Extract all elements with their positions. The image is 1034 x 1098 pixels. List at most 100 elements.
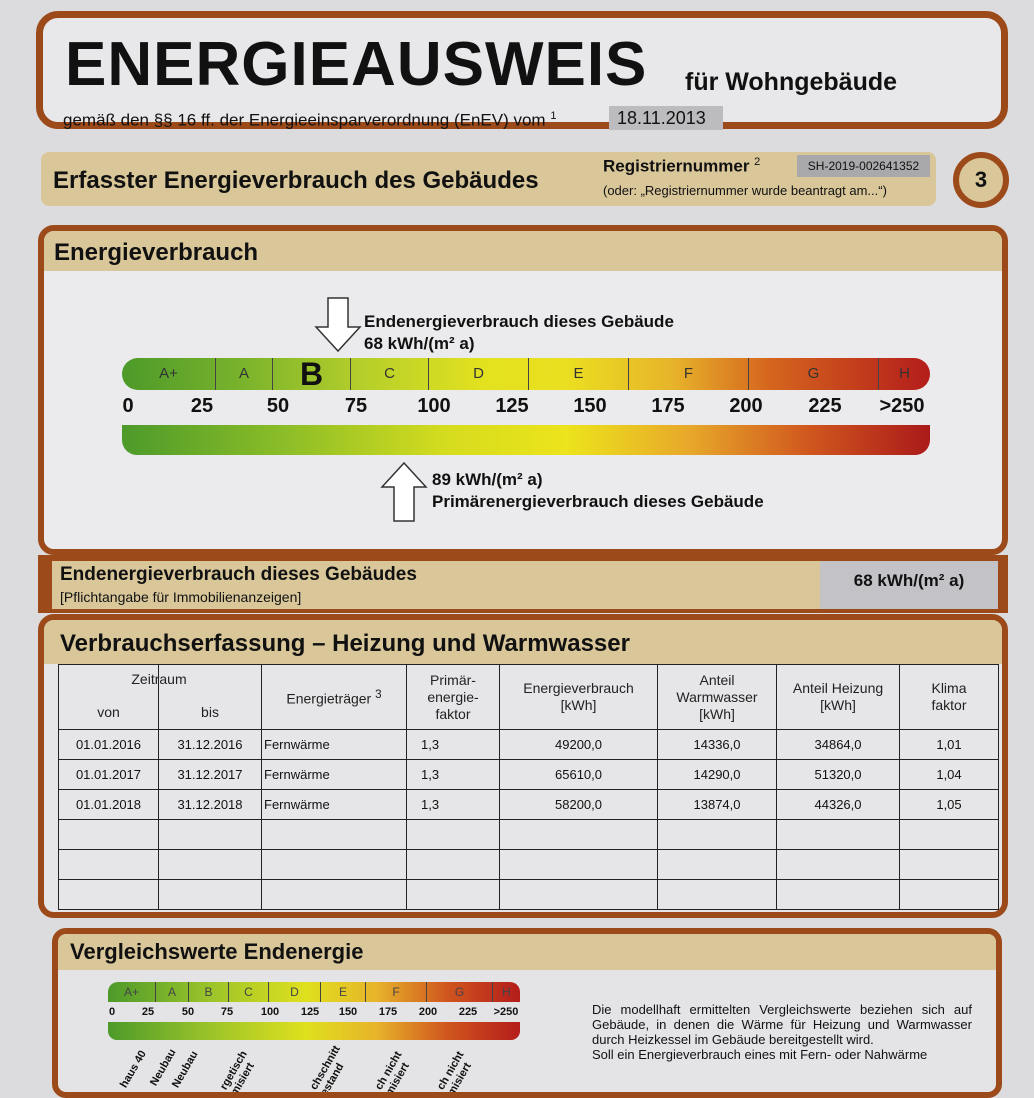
- class-e: E: [320, 982, 365, 1002]
- footnote-marker: 2: [754, 156, 761, 168]
- registration-number-field: SH-2019-002641352: [797, 155, 930, 177]
- table-row-empty: [58, 879, 999, 910]
- panel-title: Verbrauchserfassung – Heizung und Warmwa…: [60, 630, 630, 657]
- class-h: H: [492, 982, 520, 1002]
- footnote-marker: 3: [375, 688, 382, 702]
- col-bis-label: bis: [201, 703, 219, 720]
- cell-faktor: 1,3: [406, 789, 500, 820]
- table-row: 01.01.2018 31.12.2018 Fernwärme 1,3 5820…: [58, 789, 999, 820]
- cell-bis: 31.12.2016: [158, 729, 262, 760]
- cell-von: 01.01.2018: [58, 789, 159, 820]
- reference-label: haus 40: [118, 1048, 149, 1090]
- registration-hint: (oder: „Registriernummer wurde beantragt…: [603, 183, 887, 198]
- tick: 225: [808, 395, 842, 417]
- panel-header: Verbrauchserfassung – Heizung und Warmwa…: [44, 620, 1002, 664]
- comparison-explanation: Die modellhaft ermittelten Vergleichswer…: [592, 1002, 972, 1062]
- cell-von: 01.01.2016: [58, 729, 159, 760]
- energy-consumption-panel: Energieverbrauch Endenergieverbrauch die…: [38, 225, 1008, 555]
- col-von: Zeitraum von: [58, 664, 187, 730]
- col-primaerenergiefaktor: Primär-energie-faktor: [406, 664, 500, 730]
- comparison-values-panel: Vergleichswerte Endenergie A+ A B C D E …: [52, 928, 1002, 1098]
- page-number-badge: 3: [953, 152, 1009, 208]
- tick: 25: [141, 1006, 155, 1018]
- tick: 150: [573, 395, 607, 417]
- tick: 50: [181, 1006, 195, 1018]
- energy-gradient-bar: [122, 425, 930, 455]
- section-header: Erfasster Energieverbrauch des Gebäudes …: [41, 152, 936, 206]
- tick: 225: [458, 1006, 478, 1018]
- document-title: ENERGIEAUSWEIS: [65, 30, 648, 99]
- class-a: A: [155, 982, 188, 1002]
- panel-title: Energieverbrauch: [54, 239, 259, 266]
- section-title: Erfasster Energieverbrauch des Gebäudes: [53, 167, 539, 194]
- class-b: B: [188, 982, 228, 1002]
- table-row: 01.01.2016 31.12.2016 Fernwärme 1,3 4920…: [58, 729, 999, 760]
- legal-basis: gemäß den §§ 16 ff. der Energieeinsparve…: [63, 110, 556, 131]
- class-c: C: [350, 358, 428, 390]
- explanation-paragraph: Die modellhaft ermittelten Vergleichswer…: [592, 1002, 972, 1047]
- tick: 175: [378, 1006, 398, 1018]
- footnote-marker: 1: [550, 110, 557, 122]
- col-energietraeger: Energieträger 3: [261, 664, 407, 730]
- reference-label: ch nicht misiert: [373, 1049, 412, 1098]
- cell-traeger: Fernwärme: [261, 789, 407, 820]
- col-warmwasser-label: Anteil Warmwasser [kWh]: [676, 671, 758, 722]
- class-e: E: [528, 358, 628, 390]
- cell-klima: 1,05: [899, 789, 999, 820]
- tick: >250: [879, 395, 925, 417]
- primary-energy-label: 89 kWh/(m² a) Primärenergieverbrauch die…: [432, 469, 764, 513]
- cell-klima: 1,04: [899, 759, 999, 790]
- comparison-class-scale: A+ A B C D E F G H: [108, 982, 520, 1002]
- arrow-up-icon: [380, 461, 428, 522]
- enev-date-field: 18.11.2013: [609, 106, 723, 130]
- legal-basis-text: gemäß den §§ 16 ff. der Energieeinsparve…: [63, 110, 546, 130]
- comparison-gradient-bar: [108, 1022, 520, 1040]
- document-subtitle: für Wohngebäude: [685, 68, 898, 96]
- consumption-table: Zeitraum von bis Energieträger 3 Primär-e…: [58, 664, 999, 910]
- cell-traeger: Fernwärme: [261, 729, 407, 760]
- cell-warmwasser: 13874,0: [657, 789, 777, 820]
- tick: 75: [220, 1006, 234, 1018]
- tick: 25: [190, 395, 214, 417]
- col-zeitraum-label: Zeitraum: [131, 671, 187, 687]
- table-row-empty: [58, 819, 999, 850]
- panel-header: Energieverbrauch: [44, 231, 1002, 271]
- table-row: 01.01.2017 31.12.2017 Fernwärme 1,3 6561…: [58, 759, 999, 790]
- class-c: C: [228, 982, 268, 1002]
- cell-verbrauch: 49200,0: [499, 729, 658, 760]
- class-f: F: [365, 982, 426, 1002]
- class-d: D: [428, 358, 528, 390]
- cell-heizung: 34864,0: [776, 729, 900, 760]
- table-row-empty: [58, 849, 999, 880]
- scale-ticks: 0 25 50 75 100 125 150 175 200 225 >250: [122, 395, 930, 421]
- class-b-highlighted: B: [272, 358, 350, 390]
- class-g: G: [748, 358, 878, 390]
- summary-value-field: 68 kWh/(m² a): [820, 561, 998, 609]
- cell-klima: 1,01: [899, 729, 999, 760]
- cell-heizung: 44326,0: [776, 789, 900, 820]
- class-g: G: [426, 982, 492, 1002]
- cell-verbrauch: 58200,0: [499, 789, 658, 820]
- cell-faktor: 1,3: [406, 729, 500, 760]
- col-heizung: Anteil Heizung [kWh]: [776, 664, 900, 730]
- col-von-label: von: [97, 703, 120, 720]
- class-a-plus: A+: [123, 985, 139, 999]
- col-energietraeger-label: Energieträger: [286, 690, 372, 707]
- tick: 0: [108, 1006, 116, 1018]
- tick: 175: [651, 395, 685, 417]
- end-energy-summary: Endenergieverbrauch dieses Gebäudes [Pfl…: [52, 561, 998, 609]
- col-heizung-label: Anteil Heizung [kWh]: [792, 680, 884, 713]
- end-energy-value: 68 kWh/(m² a): [364, 334, 475, 353]
- reference-label: rgetisch misiert: [218, 1048, 257, 1098]
- tick: 200: [729, 395, 763, 417]
- arrow-down-icon: [314, 297, 362, 353]
- panel-header: Vergleichswerte Endenergie: [58, 934, 996, 970]
- summary-note: [Pflichtangabe für Immobilienanzeigen]: [60, 589, 302, 605]
- end-energy-label-text: Endenergieverbrauch dieses Gebäude: [364, 312, 674, 331]
- col-klima-label: Klima faktor: [931, 680, 967, 713]
- energy-class-scale: A+ A B C D E F G H: [122, 358, 930, 390]
- col-energieverbrauch-label: Energieverbrauch [kWh]: [523, 680, 634, 713]
- tick: 0: [122, 395, 134, 417]
- class-f: F: [628, 358, 748, 390]
- cell-bis: 31.12.2017: [158, 759, 262, 790]
